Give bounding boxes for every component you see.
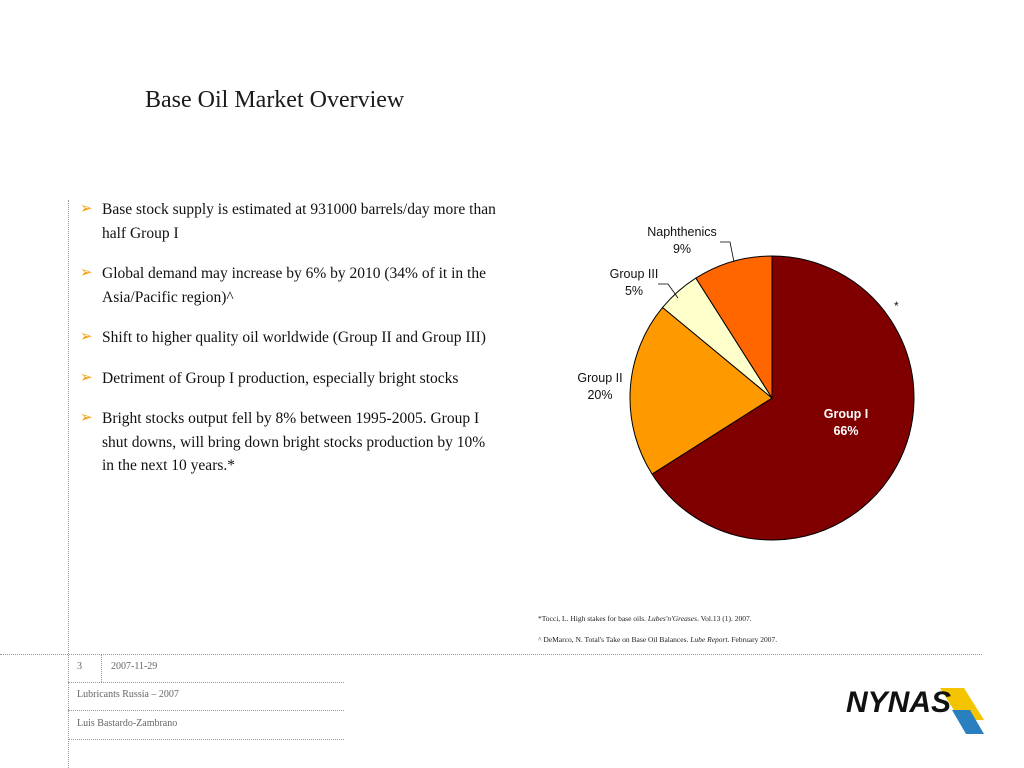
bullet-item: ➢ Base stock supply is estimated at 9310… bbox=[80, 198, 500, 245]
chart-annotation: * bbox=[894, 299, 899, 313]
page-number-divider bbox=[101, 654, 102, 682]
slide-title: Base Oil Market Overview bbox=[145, 87, 405, 113]
logo-blue-stripe bbox=[952, 710, 984, 734]
reference-1: *Tocci, L. High stakes for base oils. Lu… bbox=[538, 614, 752, 623]
logo-text: NYNAS bbox=[846, 686, 951, 719]
bullet-text: Base stock supply is estimated at 931000… bbox=[102, 201, 496, 242]
bullet-text: Detriment of Group I production, especia… bbox=[102, 369, 459, 387]
slice-label: Group I bbox=[824, 407, 868, 421]
bullet-item: ➢ Bright stocks output fell by 8% betwee… bbox=[80, 407, 500, 478]
arrow-bullet-icon: ➢ bbox=[80, 329, 93, 345]
bullet-text: Shift to higher quality oil worldwide (G… bbox=[102, 329, 486, 346]
slice-label: Naphthenics bbox=[647, 225, 717, 239]
slice-value-label: 9% bbox=[673, 242, 691, 256]
slice-value-label: 5% bbox=[625, 284, 643, 298]
bullet-list: ➢ Base stock supply is estimated at 9310… bbox=[80, 198, 500, 495]
footer-event: Lubricants Russia – 2007 bbox=[77, 689, 179, 700]
vertical-divider bbox=[68, 200, 69, 768]
bullet-text: Global demand may increase by 6% by 2010… bbox=[102, 265, 486, 306]
slice-value-label: 20% bbox=[587, 388, 612, 402]
label-leader-line bbox=[658, 283, 679, 299]
arrow-bullet-icon: ➢ bbox=[80, 265, 93, 281]
footer-date: 2007-11-29 bbox=[111, 661, 158, 672]
pie-slice-group-i bbox=[651, 255, 915, 541]
slice-label: Group III bbox=[610, 267, 659, 281]
footer-divider bbox=[0, 654, 982, 655]
footer-author: Luis Bastardo-Zambrano bbox=[77, 718, 178, 729]
bullet-item: ➢ Global demand may increase by 6% by 20… bbox=[80, 262, 500, 309]
slice-value-label: 66% bbox=[833, 424, 858, 438]
footer-row-divider bbox=[68, 682, 344, 683]
arrow-bullet-icon: ➢ bbox=[80, 410, 93, 426]
arrow-bullet-icon: ➢ bbox=[80, 369, 93, 386]
pie-slice-naphthenics bbox=[695, 255, 773, 400]
logo-yellow-stripe bbox=[940, 688, 984, 720]
label-leader-line bbox=[720, 241, 735, 263]
footer-row-divider bbox=[68, 710, 344, 711]
pie-slice-group-ii bbox=[629, 306, 773, 475]
pie-chart: Group I 66% Group II 20% Group III 5% Naphthen… bbox=[577, 225, 915, 541]
footer-row-divider bbox=[68, 739, 344, 740]
bullet-item: ➢ Shift to higher quality oil worldwide … bbox=[80, 326, 500, 350]
bullet-text: Bright stocks output fell by 8% between … bbox=[102, 410, 486, 474]
reference-2: ^ DeMarco, N. Total's Take on Base Oil B… bbox=[538, 635, 778, 644]
bullet-item: ➢ Detriment of Group I production, espec… bbox=[80, 367, 500, 391]
page-number: 3 bbox=[77, 661, 82, 672]
arrow-bullet-icon: ➢ bbox=[80, 201, 93, 217]
slice-label: Group II bbox=[577, 371, 622, 385]
nynas-logo: NYNAS bbox=[846, 686, 984, 734]
